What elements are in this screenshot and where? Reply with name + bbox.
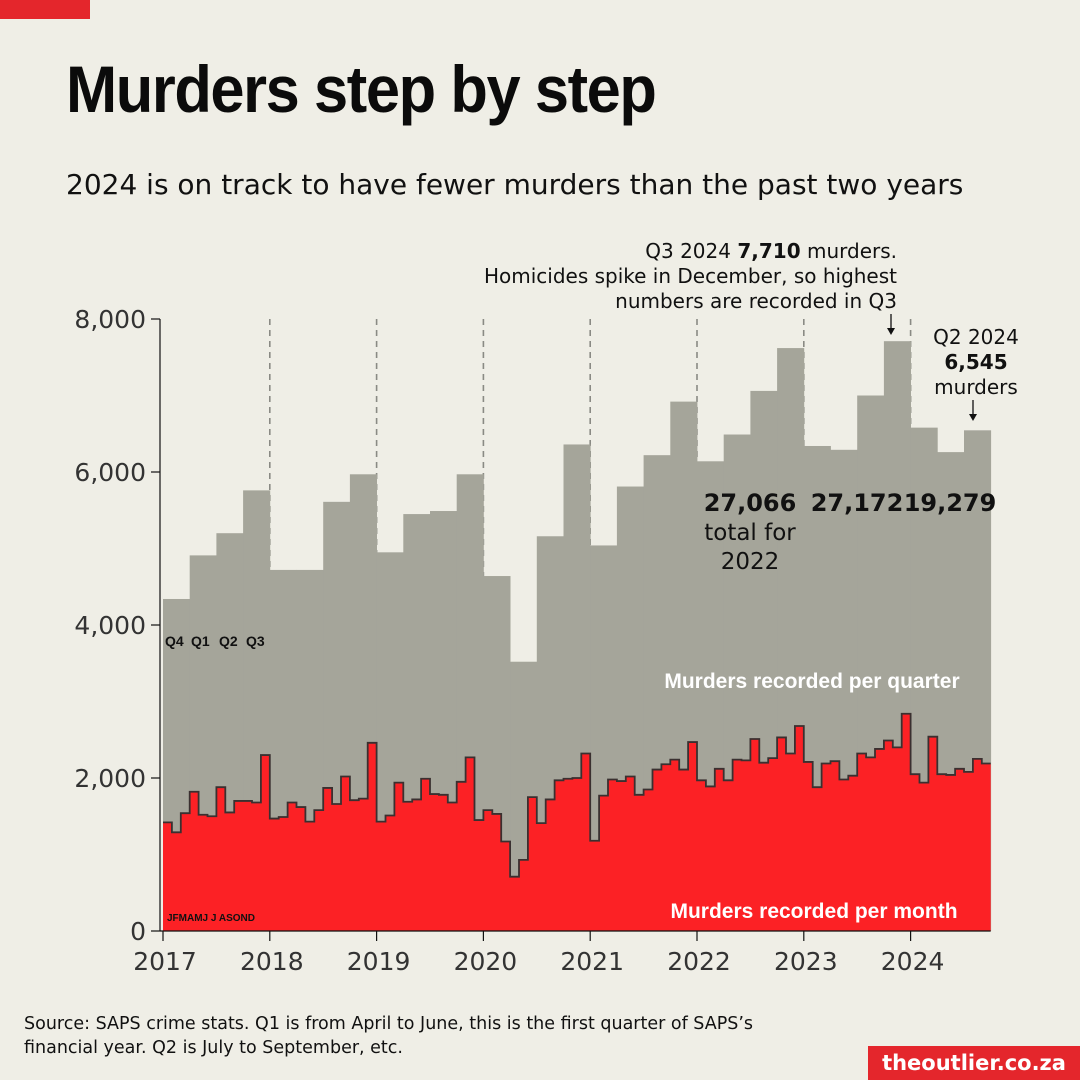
q2-2024-annotation-line1: Q2 2024 <box>933 325 1019 349</box>
q2-2024-annotation-line3: murders <box>934 375 1018 399</box>
x-tick-label: 2024 <box>881 947 945 976</box>
month-series-label: Murders recorded per month <box>670 900 957 923</box>
y-tick-label: 4,000 <box>74 611 146 640</box>
month-series <box>163 712 991 931</box>
quarter-label-q3: Q3 <box>246 633 265 649</box>
brand-badge: theoutlier.co.za <box>868 1046 1080 1080</box>
total-2022-line2: total for <box>704 520 796 546</box>
total-2022-value: 27,066 <box>704 489 797 517</box>
y-tick-label: 6,000 <box>74 458 146 487</box>
y-tick-label: 0 <box>130 917 146 946</box>
quarter-label-q4: Q4 <box>165 633 184 649</box>
brand-accent-bar <box>0 0 90 19</box>
x-tick-label: 2017 <box>133 947 197 976</box>
month-step-line <box>163 712 991 878</box>
y-tick-label: 8,000 <box>74 305 146 334</box>
quarter-series-label: Murders recorded per quarter <box>664 670 959 693</box>
quarter-label-q1: Q1 <box>191 633 210 649</box>
page-title: Murders step by step <box>66 52 657 126</box>
y-tick-label: 2,000 <box>74 764 146 793</box>
q2-2024-annotation-value: 6,545 <box>944 350 1007 374</box>
chart-labels: Murders recorded per quarter Murders rec… <box>165 239 1019 924</box>
q3-2024-annotation-line3: numbers are recorded in Q3 <box>615 289 897 313</box>
q3-2024-annotation-line1: Q3 2024 7,710 murders. <box>645 239 897 263</box>
month-area <box>163 713 991 931</box>
source-note: Source: SAPS crime stats. Q1 is from Apr… <box>24 1014 754 1058</box>
month-initials-label: JFMAMJ J ASOND <box>167 913 255 924</box>
q3-2024-annotation-line2: Homicides spike in December, so highest <box>484 264 897 288</box>
total-2022-line3: 2022 <box>721 549 780 575</box>
x-tick-label: 2019 <box>347 947 411 976</box>
x-tick-label: 2021 <box>560 947 624 976</box>
page-subtitle: 2024 is on track to have fewer murders t… <box>66 168 964 201</box>
total-2024-value: 19,279 <box>904 489 997 517</box>
total-2023-value: 27,172 <box>811 489 904 517</box>
x-tick-label: 2023 <box>774 947 838 976</box>
x-tick-label: 2018 <box>240 947 304 976</box>
annotation-arrows <box>887 314 977 421</box>
x-tick-label: 2020 <box>454 947 518 976</box>
quarter-label-q2: Q2 <box>219 633 238 649</box>
x-tick-label: 2022 <box>667 947 731 976</box>
